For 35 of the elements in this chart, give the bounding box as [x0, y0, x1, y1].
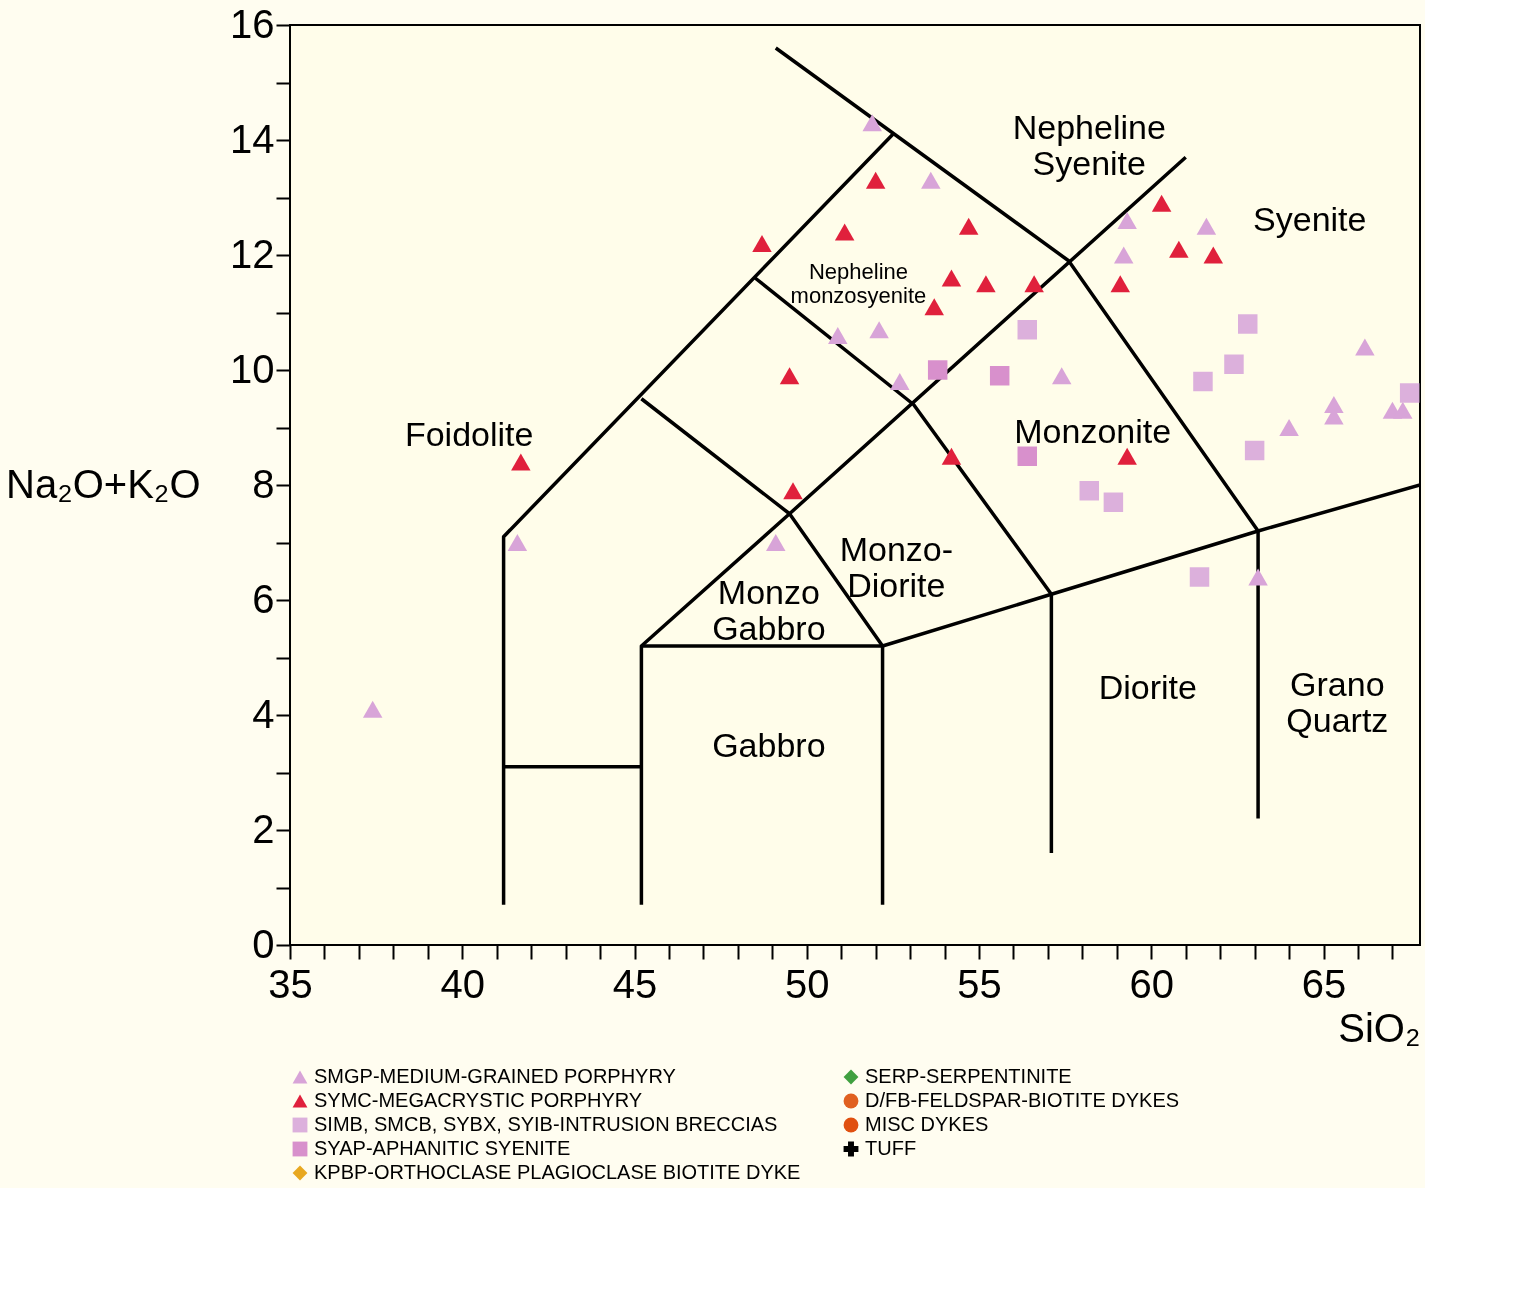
y-tick-label: 12 — [230, 231, 275, 276]
y-tick-label: 4 — [252, 691, 275, 736]
annotation: Monzo- Diorite — [839, 530, 954, 605]
annotation: Syenite — [1253, 199, 1367, 238]
legend-label: SERP-SERPENTINITE — [865, 1065, 1072, 1087]
y-tick-label: 10 — [230, 346, 275, 391]
legend-label: D/FB-FELDSPAR-BIOTITE DYKES — [865, 1089, 1180, 1111]
y-tick-label: 14 — [230, 116, 275, 161]
y-tick-label: 16 — [230, 1, 275, 46]
y-tick-label: 2 — [252, 806, 275, 851]
legend-label: MISC DYKES — [865, 1113, 989, 1135]
legend-label: SIMB, SMCB, SYBX, SYIB-INTRUSION BRECCIAS — [314, 1113, 778, 1135]
annotation: Grano Quartz — [1286, 665, 1389, 740]
legend-label: SYMC-MEGACRYSTIC PORPHYRY — [314, 1089, 643, 1111]
annotation: Monzo Gabbro — [712, 573, 826, 648]
annotation: Gabbro — [712, 725, 826, 764]
y-tick-label: 8 — [252, 461, 275, 506]
annotation: Monzonite — [1014, 412, 1172, 451]
legend-label: SMGP-MEDIUM-GRAINED PORPHYRY — [314, 1065, 676, 1087]
x-tick-label: 50 — [785, 961, 830, 1006]
annotation: Diorite — [1098, 668, 1197, 707]
x-tick-label: 40 — [440, 961, 486, 1006]
annotation: Foidolite — [404, 415, 534, 454]
y-axis-title: Na₂O+K₂O — [6, 461, 201, 506]
x-tick-label: 55 — [957, 961, 1002, 1006]
x-axis-title: SiO₂ — [1338, 1005, 1421, 1050]
legend-label: SYAP-APHANITIC SYENITE — [314, 1137, 571, 1159]
y-tick-label: 6 — [252, 576, 275, 621]
x-tick-label: 45 — [612, 961, 658, 1006]
annotation: Nepheline monzosyenite — [790, 259, 927, 309]
x-tick-label: 60 — [1129, 961, 1175, 1006]
annotation: Nepheline Syenite — [1012, 107, 1166, 182]
x-tick-label: 65 — [1301, 961, 1347, 1006]
legend-label: KPBP-ORTHOCLASE PLAGIOCLASE BIOTITE DYKE — [314, 1161, 801, 1183]
legend-label: TUFF — [865, 1137, 917, 1159]
